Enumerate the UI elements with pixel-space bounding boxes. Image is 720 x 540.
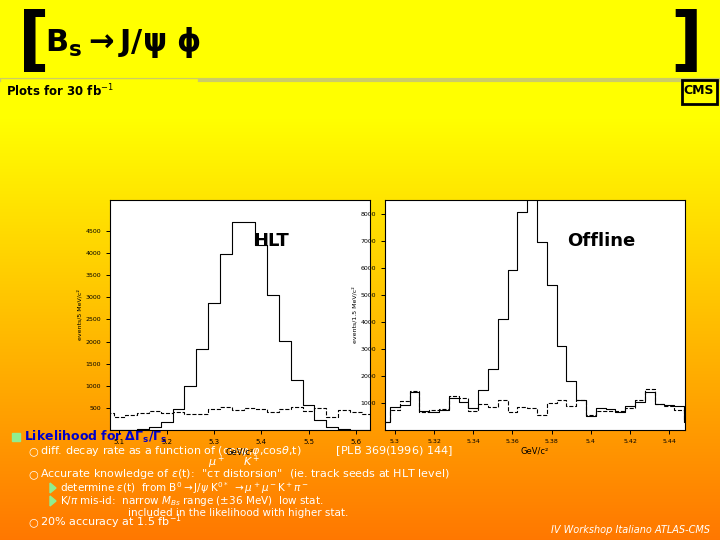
Text: determine $\varepsilon$(t)  from B$^0$$\rightarrow$J/$\psi$ K$^{0*}$ $\rightarro: determine $\varepsilon$(t) from B$^0$$\r…: [60, 480, 309, 496]
Text: ○: ○: [28, 446, 37, 456]
Text: K/$\pi$ mis-id:  narrow $M_{Bs}$ range ($\pm$36 MeV)  low stat.: K/$\pi$ mis-id: narrow $M_{Bs}$ range ($…: [60, 494, 323, 508]
FancyBboxPatch shape: [682, 79, 716, 104]
Text: $\bf{Likelihood\ for\ \Delta\Gamma_s/\Gamma_s}$: $\bf{Likelihood\ for\ \Delta\Gamma_s/\Ga…: [24, 429, 168, 445]
Text: ]: ]: [670, 9, 702, 76]
Text: Plots for 30 fb$^{-1}$: Plots for 30 fb$^{-1}$: [6, 83, 114, 99]
X-axis label: GeV/c²: GeV/c²: [521, 447, 549, 456]
Text: HLT: HLT: [253, 232, 289, 250]
Text: IV Workshop Italiano ATLAS-CMS: IV Workshop Italiano ATLAS-CMS: [551, 525, 710, 535]
Text: $\mathbf{B_s \rightarrow J/\psi\ \phi}$: $\mathbf{B_s \rightarrow J/\psi\ \phi}$: [45, 24, 200, 59]
Text: CMS: CMS: [684, 84, 714, 98]
Text: Offline: Offline: [567, 232, 635, 250]
Text: ○: ○: [28, 469, 37, 479]
Bar: [0, 0, 720, 80]
Polygon shape: [50, 483, 56, 493]
Text: [: [: [18, 9, 50, 76]
Bar: [12, 433, 20, 441]
Y-axis label: events/5 MeV/c²: events/5 MeV/c²: [77, 289, 83, 340]
Text: included in the likelihood with higher stat.: included in the likelihood with higher s…: [128, 508, 348, 518]
Polygon shape: [50, 496, 56, 506]
Text: 20% accuracy at 1.5 fb$^{-1}$: 20% accuracy at 1.5 fb$^{-1}$: [40, 512, 181, 531]
Text: ○: ○: [28, 517, 37, 527]
Text: $\mu^+$     $K^+$: $\mu^+$ $K^+$: [208, 454, 261, 471]
Text: Accurate knowledge of $\varepsilon$(t):  "c$\tau$ distorsion"  (ie. track seeds : Accurate knowledge of $\varepsilon$(t): …: [40, 467, 450, 481]
Bar: [2, 80, 197, 102]
X-axis label: GeV/c²: GeV/c²: [226, 448, 254, 457]
Text: diff. decay rate as a function of (cos$\varphi$,$\varphi$,cos$\theta$,t)        : diff. decay rate as a function of (cos$\…: [40, 444, 453, 458]
Y-axis label: events/1.5 MeV/c²: events/1.5 MeV/c²: [352, 287, 358, 343]
